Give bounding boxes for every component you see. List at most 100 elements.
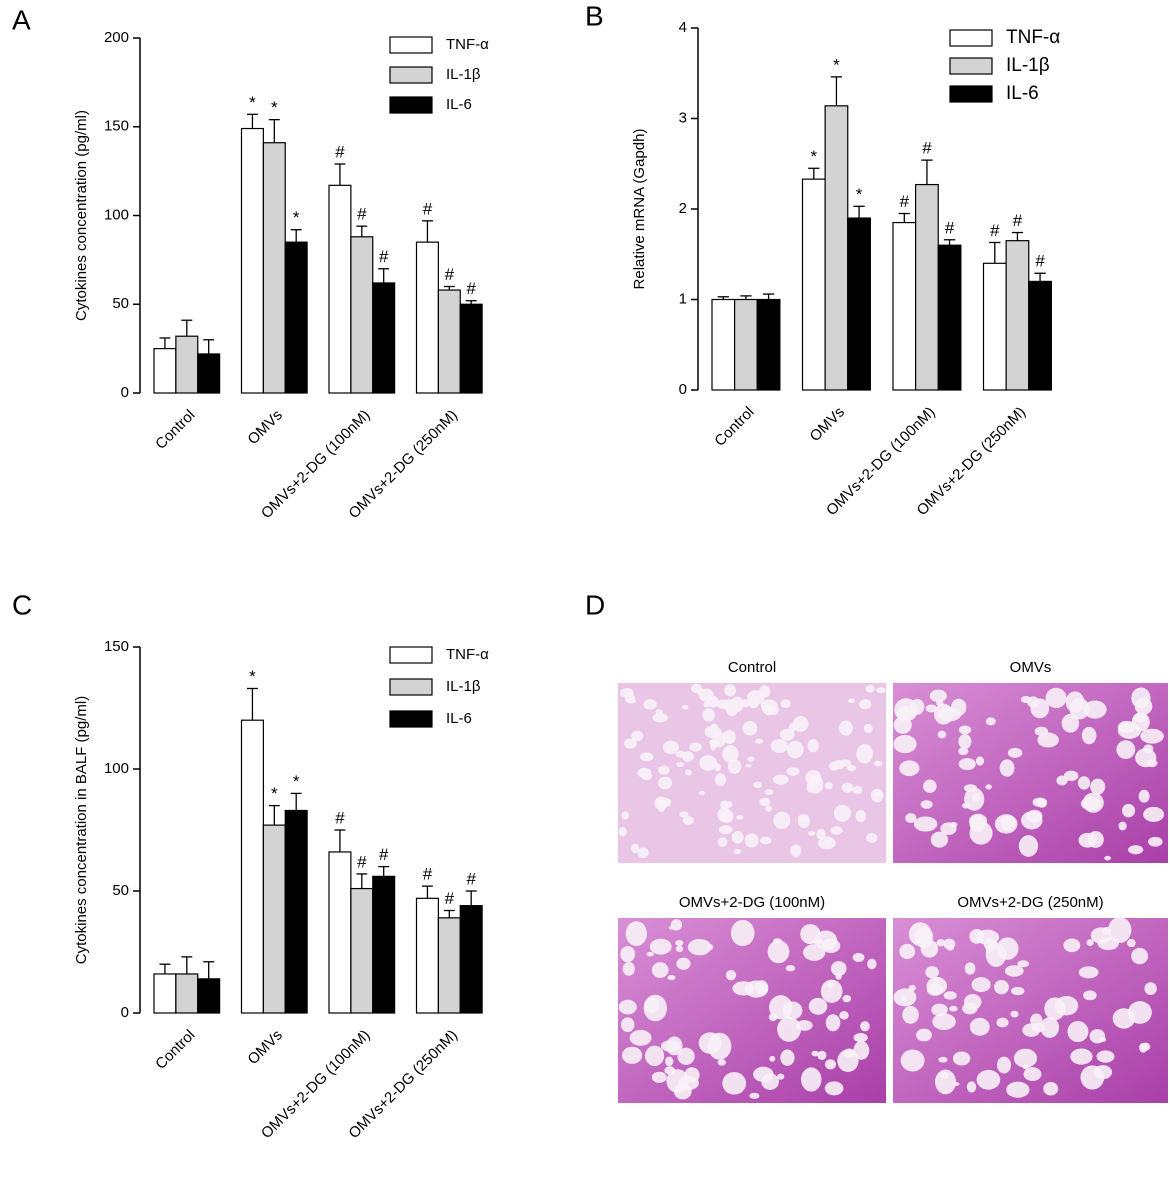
significance-marker: *	[856, 185, 863, 204]
significance-marker: #	[945, 218, 955, 237]
alveolus	[867, 958, 877, 970]
alveolus	[808, 997, 828, 1015]
alveolus	[651, 962, 669, 978]
alveolus	[1010, 986, 1025, 996]
error-bar	[268, 804, 280, 826]
alveolus	[1007, 747, 1023, 758]
alveolus	[740, 699, 750, 708]
bar	[153, 348, 177, 394]
panel-label: B	[585, 0, 604, 31]
alveolus	[702, 708, 715, 722]
y-axis-label: Relative mRNA (Gapdh)	[631, 129, 648, 290]
alveolus	[1086, 939, 1094, 947]
alveolus	[1043, 1081, 1059, 1096]
alveolus	[1021, 811, 1043, 830]
alveolus	[786, 767, 800, 776]
alveolus	[715, 699, 730, 709]
error-bar	[443, 285, 455, 291]
significance-marker: *	[811, 147, 818, 166]
bar	[892, 221, 917, 391]
significance-marker: #	[466, 869, 476, 888]
bar	[197, 353, 221, 394]
alveolus	[687, 938, 712, 956]
bar	[459, 303, 483, 394]
alveolus	[1063, 938, 1081, 953]
error-bar	[465, 890, 477, 906]
legend-label: TNF-α	[446, 646, 489, 663]
alveolus	[620, 946, 636, 963]
alveolus	[1144, 982, 1157, 995]
alveolus	[937, 730, 947, 739]
alveolus	[825, 1059, 836, 1070]
alveolus	[777, 1073, 785, 1080]
error-bar	[181, 956, 193, 974]
alveolus	[994, 979, 1009, 995]
alveolus	[807, 739, 819, 753]
alveolus	[1148, 836, 1163, 847]
alveolus	[749, 1092, 760, 1099]
alveolus	[742, 721, 758, 736]
alveolus	[720, 800, 729, 810]
alveolus	[1034, 726, 1049, 736]
bar	[262, 142, 286, 394]
alveolus	[1040, 1017, 1060, 1038]
alveolus	[1020, 695, 1032, 704]
alveolus	[641, 772, 652, 781]
alveolus	[699, 791, 706, 796]
alveolus	[745, 763, 752, 768]
alveolus	[931, 1003, 948, 1017]
alveolus	[876, 687, 886, 694]
alveolus	[1126, 938, 1136, 948]
y-axis-label: Cytokines concentration (pg/ml)	[73, 110, 90, 321]
alveolus	[853, 1040, 870, 1060]
alveolus	[1023, 1067, 1042, 1082]
bar	[915, 183, 939, 391]
alveolus	[1096, 1050, 1115, 1063]
significance-marker: *	[833, 55, 840, 74]
bar	[437, 289, 461, 394]
alveolus	[637, 847, 649, 859]
error-bar	[268, 119, 280, 143]
significance-marker: #	[379, 845, 389, 864]
legend-swatch	[389, 66, 433, 84]
alveolus	[744, 833, 759, 848]
alveolus	[769, 1055, 776, 1062]
alveolus	[807, 831, 816, 836]
alveolus	[1006, 1081, 1030, 1098]
alveolus	[676, 761, 684, 767]
error-bar	[159, 963, 171, 974]
alveolus	[643, 699, 657, 710]
bar	[459, 905, 483, 1014]
alveolus	[865, 685, 875, 693]
alveolus	[724, 684, 736, 697]
alveolus	[874, 792, 881, 797]
alveolus	[975, 756, 985, 766]
alveolus	[1063, 770, 1079, 782]
significance-marker: #	[900, 192, 910, 211]
alveolus	[932, 976, 942, 984]
alveolus	[620, 1017, 635, 1033]
alveolus	[958, 734, 972, 750]
bar	[801, 178, 826, 391]
significance-marker: #	[990, 221, 1000, 240]
alveolus	[902, 1005, 919, 1024]
alveolus	[963, 784, 978, 793]
alveolus	[676, 957, 691, 970]
bar	[734, 298, 758, 391]
alveolus	[969, 815, 986, 833]
error-bar	[203, 339, 215, 354]
alveolus	[843, 1048, 856, 1058]
alveolus	[926, 983, 944, 996]
alveolus	[1117, 720, 1136, 734]
alveolus	[662, 740, 679, 755]
alveolus	[900, 1049, 925, 1072]
alveolus	[958, 747, 969, 756]
alveolus	[773, 811, 791, 830]
histology-image	[893, 683, 1168, 863]
error-bar	[334, 829, 346, 852]
significance-marker: *	[271, 98, 278, 117]
significance-marker: #	[379, 247, 389, 266]
y-tick-label: 1	[679, 290, 687, 307]
alveolus	[1128, 845, 1144, 855]
significance-marker: *	[271, 784, 278, 803]
